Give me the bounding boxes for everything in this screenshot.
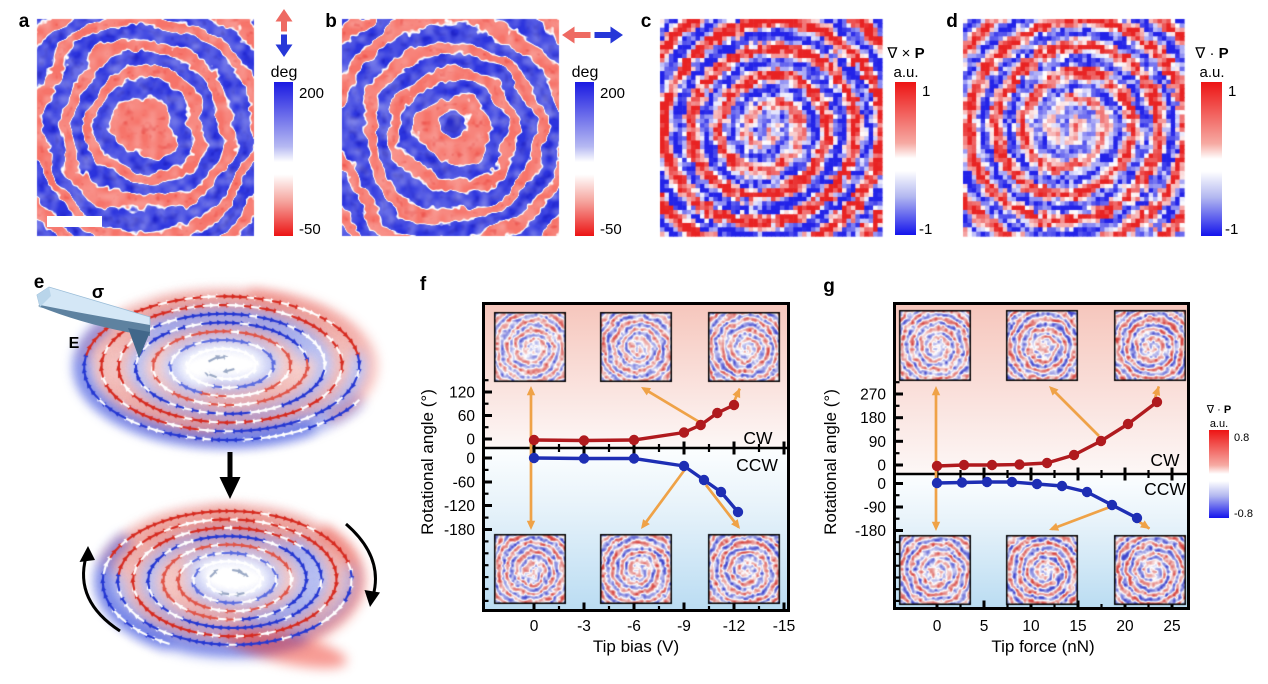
svg-text:σ: σ	[92, 282, 104, 302]
svg-text:E: E	[69, 335, 80, 352]
